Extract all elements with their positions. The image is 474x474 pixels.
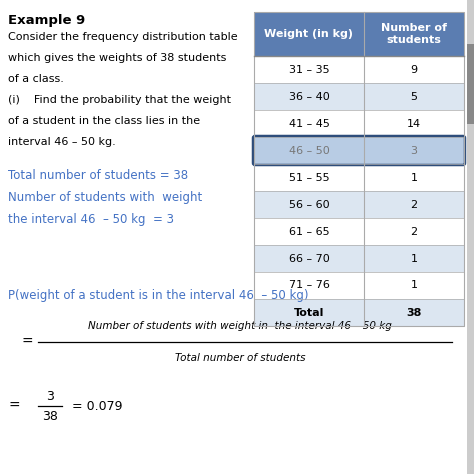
Bar [364, 191, 464, 218]
Text: Total number of students: Total number of students [175, 353, 305, 363]
Bar [254, 164, 364, 191]
Bar [364, 299, 464, 326]
Text: 2: 2 [410, 227, 418, 237]
Text: P(weight of a student is in the interval 46  – 50 kg): P(weight of a student is in the interval… [8, 289, 309, 302]
Text: 5: 5 [410, 91, 418, 101]
Bar [254, 110, 364, 137]
Bar [364, 83, 464, 110]
Bar [254, 12, 464, 56]
Bar [364, 245, 464, 272]
Text: Number of students with weight in  the interval 46 – 50 kg: Number of students with weight in the in… [88, 321, 392, 331]
Text: 1: 1 [410, 254, 418, 264]
Bar [364, 110, 464, 137]
Text: Consider the frequency distribution table: Consider the frequency distribution tabl… [8, 32, 237, 42]
Bar [364, 56, 464, 83]
Bar [467, 0, 474, 474]
Text: the interval 46  – 50 kg  = 3: the interval 46 – 50 kg = 3 [8, 213, 174, 226]
Text: =: = [8, 399, 19, 413]
Text: 38: 38 [406, 308, 422, 318]
Bar [254, 245, 364, 272]
Text: 46 – 50: 46 – 50 [289, 146, 329, 155]
Text: interval 46 – 50 kg.: interval 46 – 50 kg. [8, 137, 116, 147]
Bar [254, 83, 364, 110]
Bar [254, 299, 364, 326]
Text: 61 – 65: 61 – 65 [289, 227, 329, 237]
Bar [364, 272, 464, 299]
Text: teachoo.com: teachoo.com [402, 12, 460, 21]
Bar [254, 56, 364, 83]
Text: 3: 3 [410, 146, 418, 155]
Text: 3: 3 [46, 390, 54, 402]
Text: of a class.: of a class. [8, 74, 64, 84]
Bar [364, 218, 464, 245]
Text: Number of students with  weight: Number of students with weight [8, 191, 202, 204]
Text: which gives the weights of 38 students: which gives the weights of 38 students [8, 53, 227, 63]
Text: 56 – 60: 56 – 60 [289, 200, 329, 210]
Bar [254, 137, 364, 164]
Text: (i)    Find the probability that the weight: (i) Find the probability that the weight [8, 95, 231, 105]
Bar [467, 44, 474, 124]
Text: Example 9: Example 9 [8, 14, 85, 27]
Text: 9: 9 [410, 64, 418, 74]
Text: 1: 1 [410, 281, 418, 291]
Text: Number of
students: Number of students [381, 23, 447, 45]
Bar [254, 272, 364, 299]
Bar [364, 137, 464, 164]
Bar [254, 218, 364, 245]
Text: 38: 38 [42, 410, 58, 423]
Text: 71 – 76: 71 – 76 [289, 281, 329, 291]
Text: =: = [22, 335, 34, 349]
Text: 14: 14 [407, 118, 421, 128]
Text: 1: 1 [410, 173, 418, 182]
Text: of a student in the class lies in the: of a student in the class lies in the [8, 116, 200, 126]
Text: 41 – 45: 41 – 45 [289, 118, 329, 128]
Text: Weight (in kg): Weight (in kg) [264, 29, 354, 39]
Bar [364, 164, 464, 191]
Text: Total: Total [294, 308, 324, 318]
Text: 31 – 35: 31 – 35 [289, 64, 329, 74]
Text: 36 – 40: 36 – 40 [289, 91, 329, 101]
Text: 2: 2 [410, 200, 418, 210]
Text: = 0.079: = 0.079 [72, 400, 122, 412]
Text: 51 – 55: 51 – 55 [289, 173, 329, 182]
Text: Total number of students = 38: Total number of students = 38 [8, 169, 188, 182]
Bar [254, 191, 364, 218]
Bar [254, 12, 464, 326]
Text: 66 – 70: 66 – 70 [289, 254, 329, 264]
